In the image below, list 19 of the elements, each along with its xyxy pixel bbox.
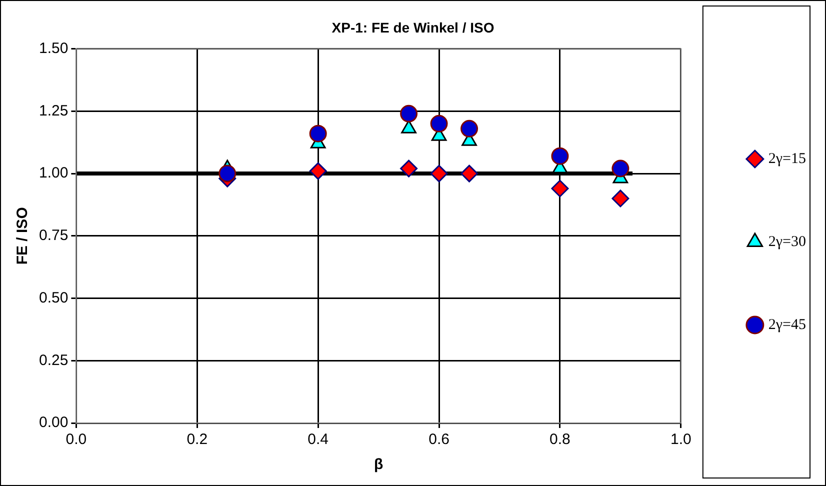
legend-label: 2γ=30 bbox=[768, 234, 806, 250]
y-tick-label: 1.25 bbox=[38, 102, 68, 120]
x-tick-label: 0.4 bbox=[308, 431, 329, 448]
x-tick-label: 0.6 bbox=[428, 431, 450, 448]
x-tick-label: 0.8 bbox=[550, 431, 570, 448]
x-tick-label: 1.0 bbox=[670, 431, 692, 448]
legend-label: 2γ=45 bbox=[768, 316, 806, 333]
y-tick-label: 1.50 bbox=[38, 40, 68, 57]
x-tick-label: 0.2 bbox=[186, 431, 208, 448]
x-tick-label: 0.0 bbox=[66, 431, 87, 448]
y-tick-label: 0.25 bbox=[38, 352, 68, 369]
chart-title: XP-1: FE de Winkel / ISO bbox=[332, 19, 494, 36]
y-tick-label: 1.00 bbox=[38, 164, 68, 182]
y-tick-label: 0.75 bbox=[38, 227, 68, 244]
y-tick-label: 0.00 bbox=[38, 414, 68, 432]
x-axis-title: β bbox=[374, 456, 384, 474]
y-axis-title: FE / ISO bbox=[14, 206, 32, 265]
y-tick-label: 0.50 bbox=[38, 289, 68, 306]
legend-label: 2γ=15 bbox=[768, 150, 806, 167]
